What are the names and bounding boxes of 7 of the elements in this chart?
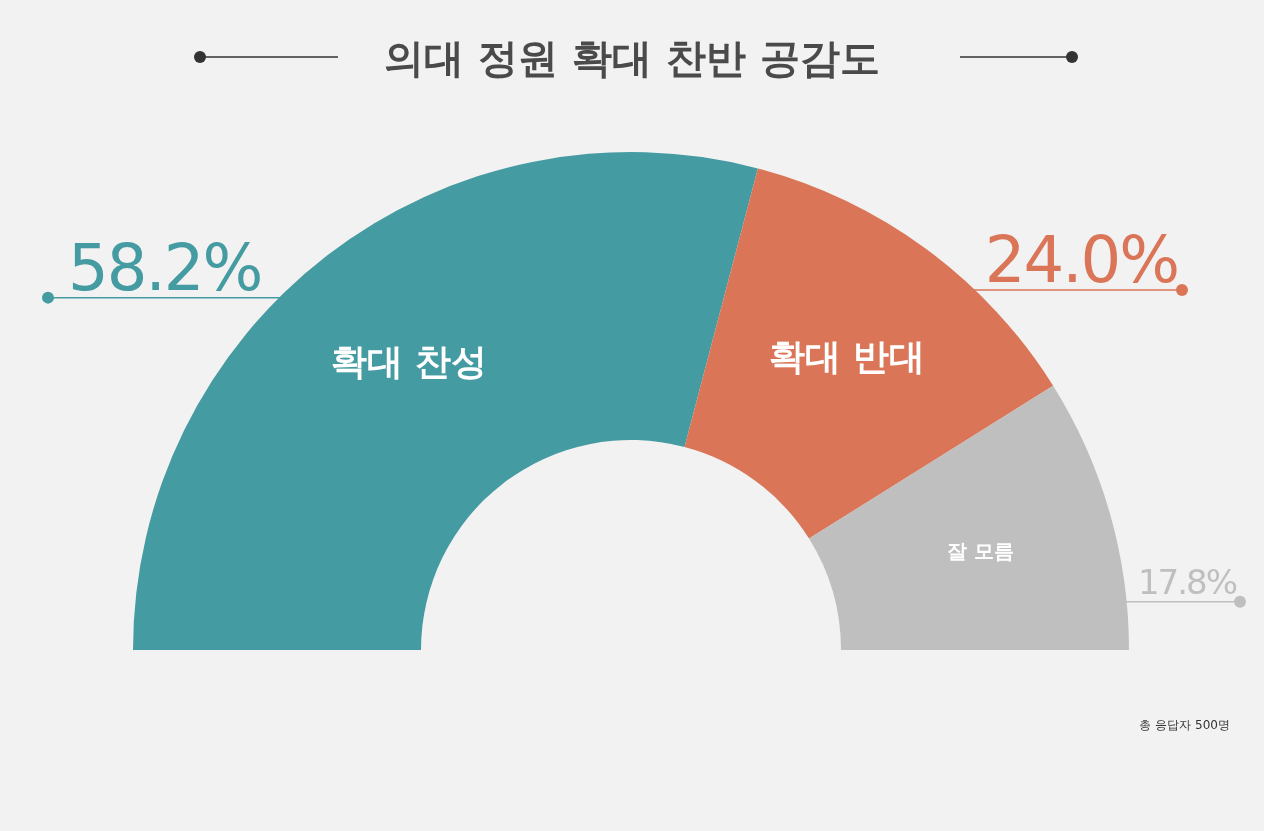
text: 총 응답자 500명 [1139, 718, 1230, 732]
chart-title: 의대 정원 확대 찬반 공감도 [384, 35, 880, 81]
data-label: 24.0% [984, 223, 1178, 298]
slice-label: 확대 반대 [768, 335, 926, 377]
slice-label: 잘 모름 [947, 538, 1015, 563]
data-label: 58.2% [68, 230, 262, 305]
slice-label: 확대 찬성 [330, 340, 488, 382]
